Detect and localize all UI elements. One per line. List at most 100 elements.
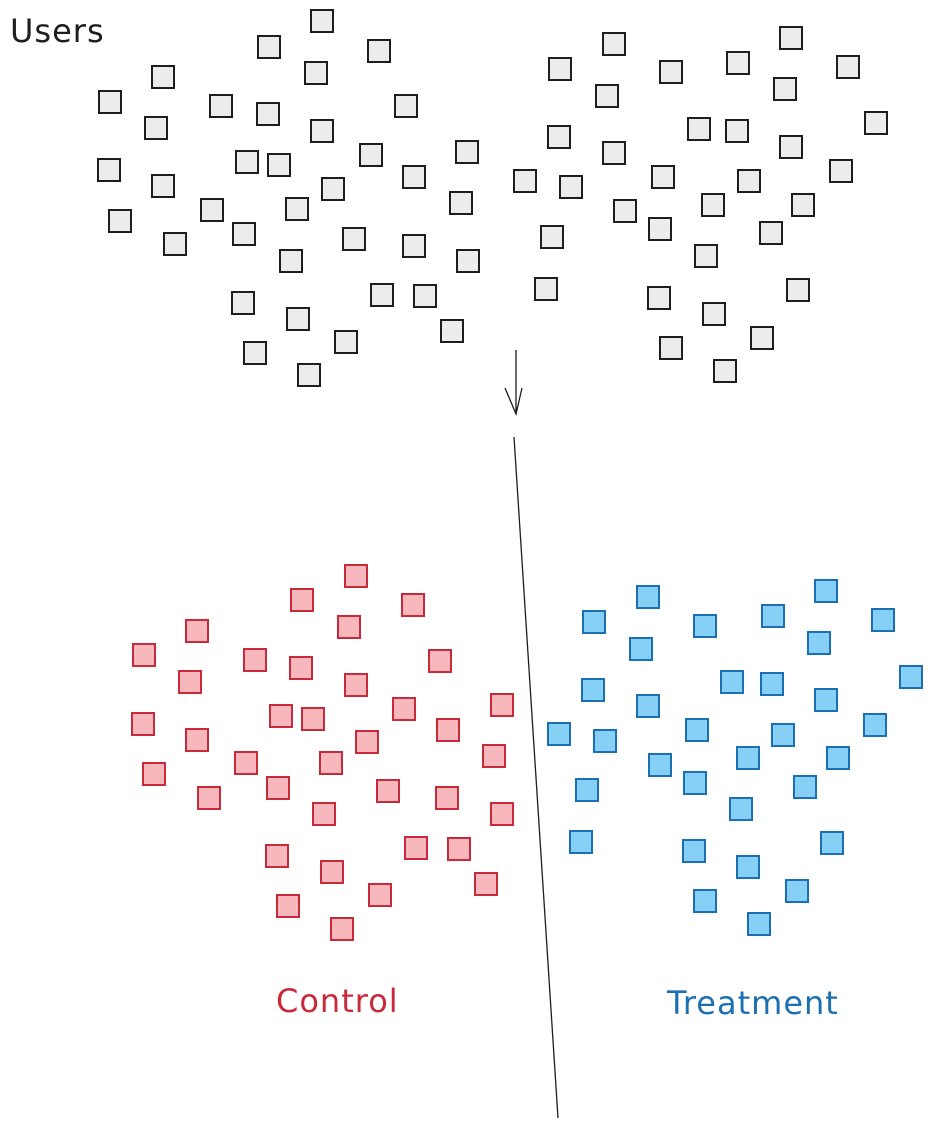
user-square-60 xyxy=(540,225,564,249)
treatment-square-29 xyxy=(820,831,844,855)
treatment-square-32 xyxy=(785,879,809,903)
user-square-27 xyxy=(163,232,187,256)
control-square-11 xyxy=(344,673,368,697)
treatment-square-14 xyxy=(814,688,838,712)
treatment-square-30 xyxy=(736,855,760,879)
control-square-8 xyxy=(289,656,313,680)
treatment-square-22 xyxy=(826,746,850,770)
user-square-16 xyxy=(97,158,121,182)
control-square-4 xyxy=(185,619,209,643)
control-square-29 xyxy=(490,802,514,826)
user-square-52 xyxy=(513,169,537,193)
user-square-11 xyxy=(310,119,334,143)
treatment-square-26 xyxy=(729,797,753,821)
treatment-square-18 xyxy=(771,723,795,747)
user-square-24 xyxy=(232,222,256,246)
treatment-square-33 xyxy=(747,912,771,936)
control-square-3 xyxy=(401,593,425,617)
control-square-32 xyxy=(447,837,471,861)
user-square-15 xyxy=(455,140,479,164)
user-square-7 xyxy=(209,94,233,118)
user-square-41 xyxy=(659,60,683,84)
treatment-square-4 xyxy=(693,614,717,638)
treatment-square-12 xyxy=(760,672,784,696)
control-square-21 xyxy=(234,751,258,775)
control-label: Control xyxy=(276,982,399,1020)
user-square-69 xyxy=(659,336,683,360)
treatment-square-3 xyxy=(582,610,606,634)
control-square-36 xyxy=(276,894,300,918)
treatment-square-31 xyxy=(693,889,717,913)
user-square-51 xyxy=(779,135,803,159)
treatment-square-15 xyxy=(547,722,571,746)
user-square-8 xyxy=(256,102,280,126)
control-square-9 xyxy=(428,649,452,673)
user-square-13 xyxy=(235,150,259,174)
control-square-2 xyxy=(290,588,314,612)
user-square-39 xyxy=(779,26,803,50)
treatment-square-24 xyxy=(683,771,707,795)
user-square-48 xyxy=(687,117,711,141)
treatment-square-9 xyxy=(899,665,923,689)
user-square-36 xyxy=(243,341,267,365)
user-square-62 xyxy=(759,221,783,245)
user-square-2 xyxy=(257,35,281,59)
treatment-square-7 xyxy=(629,637,653,661)
treatment-label: Treatment xyxy=(667,984,839,1022)
user-square-30 xyxy=(231,291,255,315)
split-divider-line xyxy=(513,436,559,1119)
user-square-49 xyxy=(725,119,749,143)
user-square-6 xyxy=(98,90,122,114)
user-square-55 xyxy=(737,169,761,193)
user-square-37 xyxy=(297,363,321,387)
user-square-21 xyxy=(200,198,224,222)
treatment-square-19 xyxy=(863,713,887,737)
user-square-28 xyxy=(279,249,303,273)
user-square-53 xyxy=(559,175,583,199)
arrow-down-icon xyxy=(504,350,523,417)
user-square-9 xyxy=(394,94,418,118)
control-square-23 xyxy=(142,762,166,786)
user-square-23 xyxy=(108,209,132,233)
user-square-68 xyxy=(750,326,774,350)
control-square-27 xyxy=(197,786,221,810)
treatment-group xyxy=(547,579,923,936)
control-square-22 xyxy=(319,751,343,775)
user-square-45 xyxy=(773,77,797,101)
control-square-6 xyxy=(132,643,156,667)
user-square-19 xyxy=(402,165,426,189)
user-square-32 xyxy=(413,284,437,308)
user-square-65 xyxy=(647,286,671,310)
treatment-square-6 xyxy=(871,608,895,632)
user-square-33 xyxy=(286,307,310,331)
control-square-10 xyxy=(178,670,202,694)
control-square-19 xyxy=(355,730,379,754)
user-square-43 xyxy=(836,55,860,79)
user-square-31 xyxy=(370,283,394,307)
control-square-28 xyxy=(312,802,336,826)
user-square-38 xyxy=(602,32,626,56)
control-square-34 xyxy=(474,872,498,896)
user-square-66 xyxy=(786,278,810,302)
control-group xyxy=(131,564,514,941)
user-square-4 xyxy=(151,65,175,89)
control-square-35 xyxy=(368,883,392,907)
control-square-37 xyxy=(330,917,354,941)
control-square-17 xyxy=(131,712,155,736)
control-square-16 xyxy=(436,718,460,742)
treatment-square-17 xyxy=(685,718,709,742)
user-square-42 xyxy=(726,51,750,75)
user-square-18 xyxy=(321,177,345,201)
control-square-25 xyxy=(376,779,400,803)
control-square-15 xyxy=(490,693,514,717)
user-square-67 xyxy=(702,302,726,326)
control-square-31 xyxy=(404,836,428,860)
control-square-26 xyxy=(435,786,459,810)
control-square-13 xyxy=(269,704,293,728)
control-square-14 xyxy=(301,707,325,731)
user-square-12 xyxy=(359,143,383,167)
user-square-47 xyxy=(547,125,571,149)
user-square-1 xyxy=(310,9,334,33)
user-square-34 xyxy=(440,319,464,343)
